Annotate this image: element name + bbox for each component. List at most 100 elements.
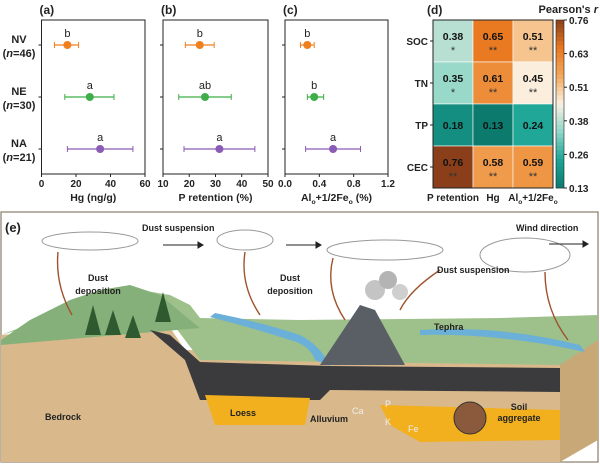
column-label: Alo+1/2Feo <box>508 193 557 206</box>
colorbar-segment <box>556 125 564 130</box>
colorbar-tick-label: 0.76 <box>569 16 589 27</box>
row-label: CEC <box>407 163 428 174</box>
colorbar-segment <box>556 116 564 122</box>
tree-icon <box>125 315 141 338</box>
label-soil-aggregate: Soil <box>511 402 528 412</box>
colorbar-segment <box>556 91 564 96</box>
right-block-side <box>560 330 598 462</box>
column-label: Hg <box>486 193 499 204</box>
x-tick-label: 30 <box>210 179 222 190</box>
colorbar-segment <box>556 167 564 172</box>
arrow-head <box>197 241 204 249</box>
cell-significance: * <box>451 45 456 57</box>
label-soil-aggregate: aggregate <box>497 413 540 423</box>
cell-value: 0.13 <box>483 120 504 132</box>
scatter-panel-1: (b) 10 20 30 40 50 P retention (%) b ab a <box>157 3 274 204</box>
panel-label: (b) <box>161 3 176 17</box>
x-tick-label: 40 <box>236 179 248 190</box>
grass-surface <box>1 290 598 365</box>
significance-letter: b <box>304 28 310 40</box>
colorbar-segment <box>556 162 564 168</box>
panel-label: (a) <box>40 3 55 17</box>
cell-significance: * <box>451 87 456 99</box>
colorbar-tick-label: 0.51 <box>569 83 589 94</box>
colorbar-title: Pearson's r <box>539 4 599 16</box>
label-dust-deposition: Dust <box>88 273 108 283</box>
cell-value: 0.18 <box>443 120 464 132</box>
cell-value: 0.59 <box>523 157 544 169</box>
volcano <box>320 305 405 365</box>
colorbar-segment <box>556 120 564 126</box>
row-label: SOC <box>406 37 428 48</box>
x-tick-label: 0.0 <box>278 179 292 190</box>
label-bedrock: Bedrock <box>45 412 82 422</box>
x-tick-label: 0.8 <box>347 179 361 190</box>
heatmap-cell <box>472 19 514 63</box>
colorbar-segment <box>556 129 564 134</box>
dark-soil-layer <box>150 330 560 400</box>
cell-significance: ** <box>489 171 498 183</box>
mean-point <box>195 41 204 49</box>
label-p: P <box>385 399 391 409</box>
cell-value: 0.38 <box>443 31 464 43</box>
colorbar-segment <box>556 36 564 42</box>
mean-point <box>63 41 72 49</box>
colorbar-segment <box>556 32 564 38</box>
tephra-cloud <box>379 271 397 289</box>
deposition-arrow <box>243 251 261 316</box>
loess-layer <box>205 395 310 425</box>
tree-icon <box>85 305 101 335</box>
tephra-cloud <box>392 284 408 300</box>
x-tick-label: 40 <box>105 179 117 190</box>
mean-point <box>329 145 338 153</box>
significance-letter: a <box>216 132 223 144</box>
column-label: P retention <box>427 193 479 204</box>
colorbar-segment <box>556 95 564 101</box>
dust-cloud <box>326 239 444 261</box>
label-loess: Loess <box>230 408 256 418</box>
deposition-arrow <box>56 251 73 316</box>
cell-significance: ** <box>449 171 458 183</box>
mean-point <box>85 93 94 101</box>
x-axis-label: P retention (%) <box>179 192 253 204</box>
river-right <box>420 329 585 352</box>
panels-top: NV (n=46) NE (n=30) NA (n=21) (a) 0 20 40 60 Hg (ng… <box>3 3 599 206</box>
row-label: TN <box>415 79 428 90</box>
label-dust-suspension: Dust suspension <box>142 223 215 233</box>
label-dust-suspension: Dust suspension <box>437 265 510 275</box>
x-tick-label: 50 <box>262 179 274 190</box>
heatmap-cell <box>512 61 554 105</box>
cell-significance: ** <box>529 45 538 57</box>
colorbar-segment <box>556 133 564 138</box>
group-n-label: (n=46) <box>3 48 36 60</box>
x-tick-label: 1.2 <box>381 179 395 190</box>
colorbar-segment <box>556 183 564 189</box>
panel-label: (c) <box>283 3 298 17</box>
heatmap-frame <box>432 19 554 189</box>
cell-significance: ** <box>489 87 498 99</box>
colorbar-segment <box>556 49 564 54</box>
colorbar-segment <box>556 158 564 164</box>
colorbar-segment <box>556 53 564 59</box>
colorbar-segment <box>556 179 564 185</box>
colorbar-tick-label: 0.38 <box>569 117 589 128</box>
significance-letter: b <box>197 28 203 40</box>
colorbar-segment <box>556 146 564 151</box>
scatter-panel-2: (c) 0.0 0.4 0.8 1.2 Alo+1/2Feo (%) b b a <box>278 3 395 206</box>
label-dust-deposition: deposition <box>75 286 121 296</box>
deposition-arrow <box>544 271 569 341</box>
colorbar-segment <box>556 104 564 109</box>
colorbar-segment <box>556 108 564 113</box>
tree-icon <box>105 310 121 335</box>
x-axis-label: Alo+1/2Feo (%) <box>301 192 372 206</box>
label-dust-deposition: deposition <box>267 286 313 296</box>
x-tick-label: 20 <box>184 179 196 190</box>
label-alluvium: Alluvium <box>310 414 348 424</box>
arrow-head <box>315 241 322 249</box>
tree-icon <box>155 292 171 322</box>
colorbar-segment <box>556 141 564 147</box>
significance-letter: a <box>330 132 337 144</box>
group-label: NE <box>11 86 26 98</box>
label-dust-deposition: Dust <box>280 273 300 283</box>
